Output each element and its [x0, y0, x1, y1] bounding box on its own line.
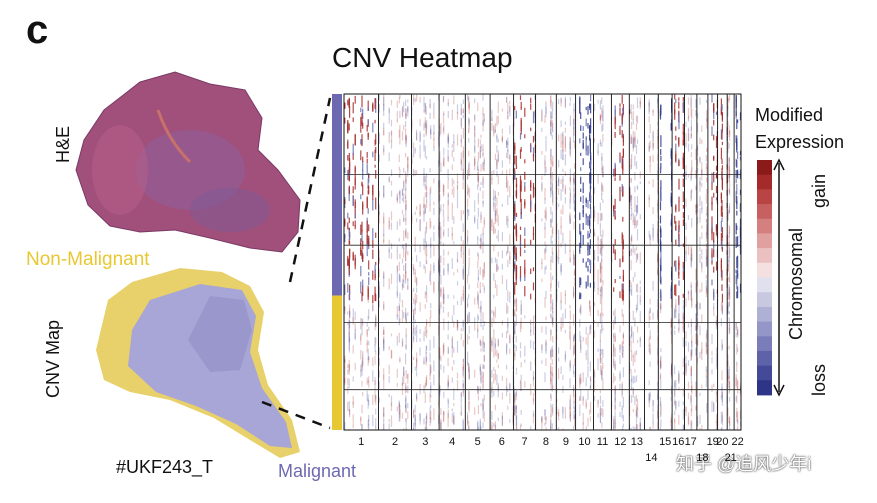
heatmap-title: CNV Heatmap — [332, 42, 513, 73]
chromosome-label-12: 12 — [614, 436, 626, 448]
chromosome-label-14: 14 — [645, 452, 657, 464]
chromosome-label-9: 9 — [563, 436, 569, 448]
chromosome-block-18 — [696, 97, 708, 430]
chromosome-label-1: 1 — [358, 436, 364, 448]
chromosome-block-17 — [685, 95, 697, 430]
annotation-segment-non-malignant — [332, 295, 342, 430]
legend-swatch — [757, 365, 772, 381]
legend-swatch — [757, 336, 772, 352]
legend-swatch — [757, 306, 772, 322]
chromosome-block-2 — [378, 94, 413, 430]
chromosome-block-10 — [579, 95, 592, 430]
chromosome-label-5: 5 — [475, 436, 481, 448]
legend-swatch — [757, 262, 772, 278]
chromosome-block-7 — [514, 95, 536, 430]
chromosome-block-4 — [439, 95, 464, 430]
chromosome-label-6: 6 — [499, 436, 505, 448]
sample-id: #UKF243_T — [116, 457, 214, 477]
legend-swatch — [757, 204, 772, 220]
legend-swatch — [757, 248, 772, 264]
chromosome-label-19: 19 — [707, 436, 719, 448]
he-tissue-image — [75, 71, 301, 253]
cnv-map-image — [96, 268, 300, 458]
chromosome-label-11: 11 — [597, 436, 608, 448]
chromosome-block-5 — [467, 94, 485, 430]
panel-letter: c — [26, 8, 49, 52]
legend-title-line1: Modified — [755, 105, 824, 125]
heatmap-grid — [343, 93, 742, 431]
chromosome-label-4: 4 — [449, 436, 455, 448]
legend-swatch — [757, 160, 772, 176]
chromosome-block-9 — [558, 96, 576, 430]
zoom-line-top — [288, 97, 332, 283]
malignant-label: Malignant — [278, 461, 357, 481]
legend-swatch — [757, 189, 772, 205]
chromosome-label-3: 3 — [422, 436, 428, 448]
legend-title-line2: Expression — [755, 132, 845, 152]
zoom-line-bottom — [261, 400, 331, 430]
legend-swatch — [757, 277, 772, 293]
chromosome-label-20: 20 — [716, 436, 728, 448]
watermark: 知乎 @追风少年i — [676, 454, 812, 474]
legend-arrow — [773, 158, 785, 397]
legend-swatch — [757, 292, 772, 308]
chromosome-block-16 — [674, 94, 684, 430]
legend-swatch — [757, 233, 772, 249]
chromosome-block-21 — [727, 94, 731, 430]
non-malignant-label: Non-Malignant — [26, 249, 150, 270]
chromosome-label-18: 18 — [696, 452, 708, 464]
chromosome-block-1 — [344, 95, 377, 430]
cluster-annotation-bar — [332, 94, 342, 430]
chromosome-label-15: 15 — [659, 436, 671, 448]
chromosome-label-22: 22 — [731, 436, 743, 448]
chromosome-block-13 — [630, 97, 641, 430]
legend-colorbar — [757, 160, 772, 396]
annotation-segment-malignant — [332, 94, 342, 296]
chromosome-label-2: 2 — [392, 436, 398, 448]
chromosome-label-10: 10 — [578, 436, 590, 448]
chromosome-label-21: 21 — [725, 452, 737, 464]
chromosome-label-13: 13 — [631, 436, 643, 448]
chromosome-label-16: 16 — [672, 436, 684, 448]
legend-swatch — [757, 174, 772, 190]
chromosome-label-8: 8 — [543, 436, 549, 448]
chromosome-label-17: 17 — [685, 436, 697, 448]
heatmap-border — [343, 93, 742, 431]
legend-swatch — [757, 350, 772, 366]
legend-swatch — [757, 218, 772, 234]
legend-swatch — [757, 321, 772, 337]
legend-swatch — [757, 380, 772, 396]
chromosome-label-7: 7 — [522, 436, 528, 448]
